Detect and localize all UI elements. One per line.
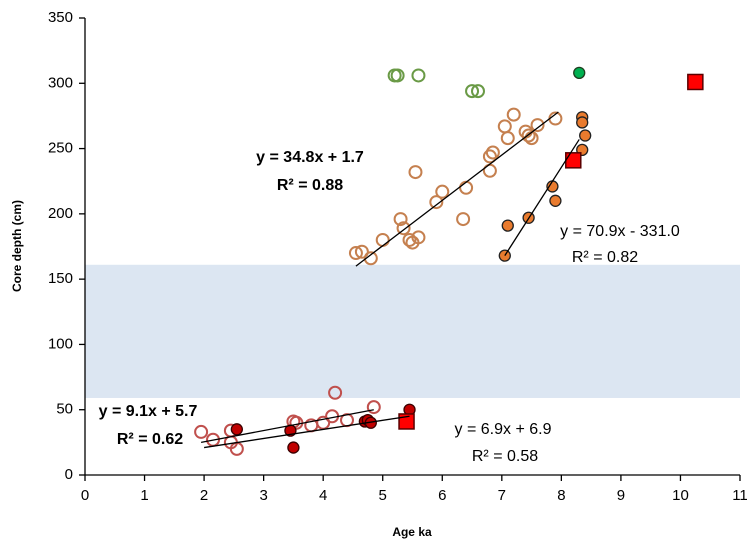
circle-marker [498,249,511,262]
circle-marker [573,66,586,79]
circle-marker [497,119,512,134]
circle-marker [576,116,589,129]
y-axis-title: Core depth (cm) [10,200,24,292]
y-tick-label: 50 [56,401,73,418]
circle-marker [456,212,471,227]
x-tick-label: 1 [140,487,148,504]
circle-marker [354,244,369,259]
circle-marker [396,221,411,236]
circle-marker [579,129,592,142]
circle-marker [230,423,243,436]
circle-marker [471,84,485,99]
equation-label: y = 9.1x + 5.7 [99,403,198,420]
circle-marker [194,424,209,439]
circle-marker [482,149,497,164]
circle-marker [411,230,426,245]
circle-marker [501,219,514,232]
y-tick-label: 200 [48,205,73,222]
x-axis-title: Age ka [392,525,432,539]
circle-marker [390,68,405,83]
circle-marker [435,184,450,199]
square-marker [565,152,582,169]
trend-line [504,139,580,256]
circle-marker [549,194,562,207]
equation-label: R² = 0.58 [472,448,538,465]
y-tick-label: 300 [48,74,73,91]
circle-marker [459,180,474,195]
x-tick-label: 8 [557,487,565,504]
y-tick-label: 350 [48,9,73,26]
x-tick-label: 5 [379,487,387,504]
equation-label: R² = 0.82 [572,249,638,266]
x-tick-label: 9 [617,487,625,504]
circle-marker [363,251,378,266]
circle-marker [530,118,545,133]
x-tick-label: 10 [672,487,689,504]
equation-label: y = 34.8x + 1.7 [256,149,364,166]
circle-marker [366,400,381,415]
circle-marker [411,68,426,83]
equation-label: R² = 0.62 [117,431,183,448]
circle-marker [500,131,515,146]
circle-marker [393,212,408,227]
circle-marker [429,195,444,210]
y-tick-label: 250 [48,140,73,157]
y-tick-label: 150 [48,270,73,287]
circle-marker [229,441,244,456]
shaded-band [85,264,740,398]
x-tick-label: 6 [438,487,446,504]
circle-marker [402,232,417,247]
circle-marker [328,385,343,400]
circle-marker [521,128,536,143]
square-marker [687,73,704,91]
x-tick-label: 4 [319,487,327,504]
equation-label: y = 6.9x + 6.9 [455,421,552,438]
x-tick-label: 11 [732,487,748,504]
y-tick-label: 100 [48,335,73,352]
x-tick-label: 0 [81,487,89,504]
x-tick-label: 7 [498,487,506,504]
circle-marker [485,145,500,160]
circle-marker [506,107,521,122]
circle-marker [348,246,363,261]
trend-line [200,409,374,443]
x-tick-label: 3 [259,487,267,504]
trend-line [203,415,410,449]
circle-marker [287,441,300,454]
x-tick-label: 2 [200,487,208,504]
circle-marker [408,165,423,180]
circle-marker [465,84,480,99]
trend-line [355,111,559,267]
circle-marker [375,232,390,247]
equation-label: y = 70.9x - 331.0 [560,223,680,240]
equation-label: R² = 0.88 [277,177,343,194]
y-tick-label: 0 [65,466,73,483]
